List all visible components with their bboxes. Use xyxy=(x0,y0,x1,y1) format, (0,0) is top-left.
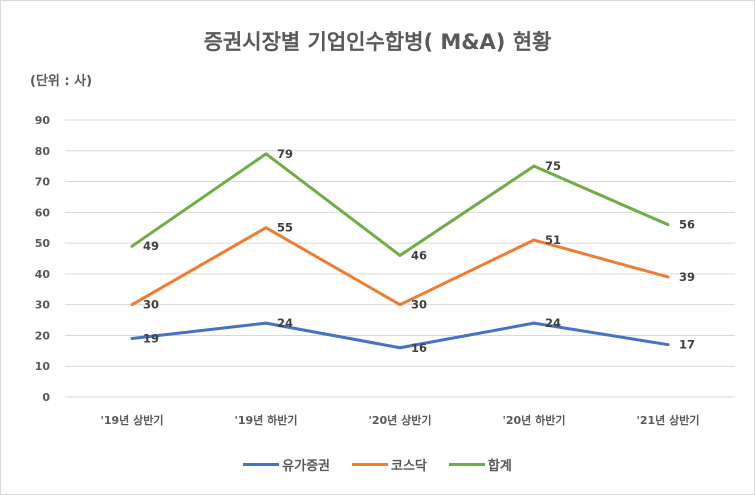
data-label: 16 xyxy=(411,341,427,355)
y-tick-label: 10 xyxy=(35,360,51,373)
y-tick-label: 70 xyxy=(35,176,51,189)
data-point xyxy=(532,238,536,242)
data-label: 19 xyxy=(143,332,159,346)
x-tick-label: '20년 하반기 xyxy=(503,413,566,427)
data-label: 51 xyxy=(545,233,561,247)
data-label: 30 xyxy=(143,298,159,312)
data-point xyxy=(264,226,268,230)
data-point xyxy=(264,152,268,156)
x-tick-label: '21년 상반기 xyxy=(637,413,700,427)
data-label: 55 xyxy=(277,221,293,235)
data-label: 79 xyxy=(277,147,293,161)
legend-swatch xyxy=(352,463,389,466)
y-tick-label: 60 xyxy=(35,206,51,219)
legend-item: 유가증권 xyxy=(243,455,330,474)
data-label: 75 xyxy=(545,159,561,173)
data-label: 39 xyxy=(679,270,695,284)
data-point xyxy=(666,275,670,279)
legend-label: 코스닥 xyxy=(391,459,427,474)
data-point xyxy=(398,303,402,307)
data-point xyxy=(398,346,402,350)
data-point xyxy=(532,164,536,168)
series-line xyxy=(131,226,669,307)
chart-title: 증권시장별 기업인수합병( M&A) 현황 xyxy=(203,30,552,54)
x-tick-label: '19년 하반기 xyxy=(235,413,298,427)
legend: 유가증권 코스닥 합계 xyxy=(0,455,755,474)
y-tick-label: 0 xyxy=(42,391,50,404)
y-tick-label: 40 xyxy=(35,268,51,281)
legend-item: 코스닥 xyxy=(352,455,427,474)
y-tick-label: 30 xyxy=(35,299,51,312)
data-point xyxy=(666,223,670,227)
legend-label: 합계 xyxy=(487,459,512,474)
y-tick-label: 90 xyxy=(35,114,51,127)
data-point xyxy=(666,343,670,347)
data-point xyxy=(130,303,134,307)
legend-item: 합계 xyxy=(448,455,512,474)
legend-swatch xyxy=(243,463,280,466)
data-label: 49 xyxy=(143,239,159,253)
data-label: 56 xyxy=(679,218,695,232)
data-point xyxy=(532,321,536,325)
data-label: 17 xyxy=(679,338,695,352)
data-point xyxy=(264,321,268,325)
data-point xyxy=(398,253,402,257)
data-point xyxy=(130,244,134,248)
series-line xyxy=(131,152,669,257)
unit-label: (단위 : 사) xyxy=(30,74,93,89)
data-label: 24 xyxy=(277,316,293,330)
data-point xyxy=(130,337,134,341)
data-label: 24 xyxy=(545,316,561,330)
legend-label: 유가증권 xyxy=(282,459,331,474)
x-tick-label: '19년 상반기 xyxy=(101,413,164,427)
y-tick-label: 80 xyxy=(35,145,51,158)
y-tick-label: 20 xyxy=(35,329,51,342)
y-tick-label: 50 xyxy=(35,237,51,250)
data-label: 46 xyxy=(411,248,427,262)
x-tick-label: '20년 상반기 xyxy=(369,413,432,427)
legend-swatch xyxy=(448,463,485,466)
data-label: 30 xyxy=(411,298,427,312)
